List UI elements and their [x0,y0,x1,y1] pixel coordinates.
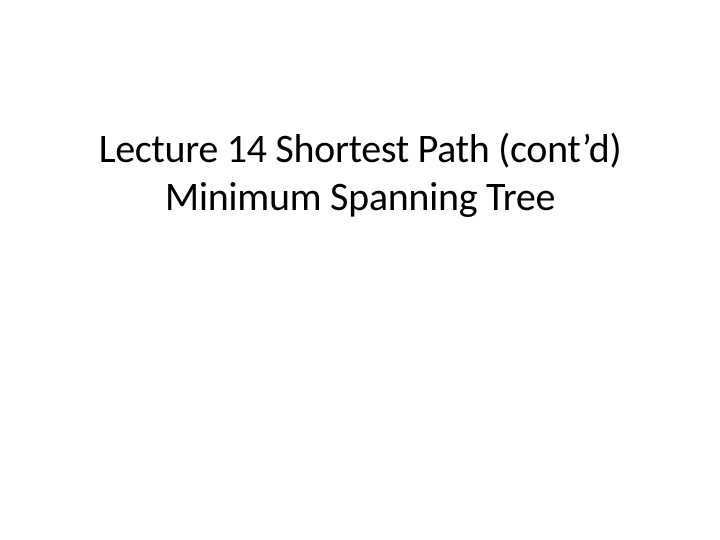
slide-container: Lecture 14 Shortest Path (cont’d) Minimu… [0,0,720,540]
title-line-1: Lecture 14 Shortest Path (cont’d) [60,125,660,173]
title-line-2: Minimum Spanning Tree [60,173,660,221]
slide-title: Lecture 14 Shortest Path (cont’d) Minimu… [60,125,660,221]
